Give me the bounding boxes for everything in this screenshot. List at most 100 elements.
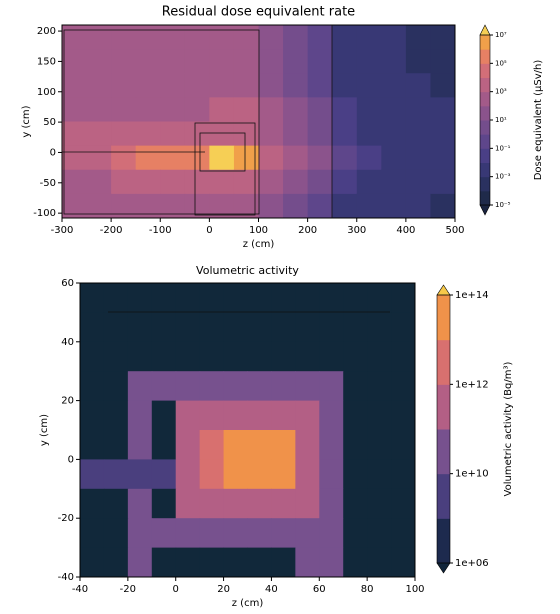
heatmap-cell (111, 73, 137, 98)
x-axis-label: z (cm) (243, 239, 275, 250)
heatmap-cell (258, 49, 284, 74)
heatmap-cell (223, 459, 248, 490)
heatmap-cell (247, 430, 272, 460)
heatmap-cell (80, 488, 105, 519)
heatmap-cell (307, 121, 333, 147)
x-tick-label: -40 (72, 584, 88, 595)
heatmap-cell (199, 459, 225, 490)
heatmap-cell (343, 400, 368, 431)
heatmap-cell (160, 145, 186, 171)
heatmap-cell (247, 283, 272, 313)
heatmap-cell (430, 121, 456, 147)
heatmap-cell (209, 73, 235, 98)
heatmap-cell (319, 283, 344, 313)
heatmap-cell (258, 169, 284, 195)
heatmap-cell (175, 400, 201, 431)
heatmap-cell (199, 518, 225, 549)
heatmap-cell (223, 312, 248, 343)
heatmap-cell (80, 371, 105, 402)
colorbar-extension (436, 284, 451, 296)
heatmap-cell (319, 459, 344, 490)
heatmap-cell (283, 49, 309, 74)
heatmap-cell (103, 430, 129, 460)
heatmap-cell (307, 145, 333, 171)
heatmap-cell (247, 400, 272, 431)
heatmap-cell (135, 49, 161, 74)
heatmap-cell (430, 169, 456, 195)
heatmap-cell (283, 193, 309, 219)
heatmap-cell (332, 97, 358, 122)
heatmap-cell (175, 488, 201, 519)
heatmap-cell (258, 25, 284, 50)
colorbar-band (437, 339, 450, 385)
heatmap-cell (356, 145, 382, 171)
heatmap-cell (405, 145, 431, 171)
heatmap-cell (160, 121, 186, 147)
heatmap-cell (332, 145, 358, 171)
heatmap-cell (391, 371, 416, 402)
heatmap-cell (367, 459, 392, 490)
heatmap-cell (405, 49, 431, 74)
heatmap-cell (175, 341, 201, 372)
heatmap-cell (307, 97, 333, 122)
x-tick-label: 400 (396, 225, 415, 236)
colorbar-tick-label: 10¹ (495, 116, 507, 124)
heatmap-cell (343, 341, 368, 372)
heatmap-cell (430, 97, 456, 122)
y-tick-label: 50 (43, 117, 56, 128)
heatmap-cell (80, 312, 105, 343)
heatmap-cell (356, 25, 382, 50)
heatmap-cell (62, 121, 88, 147)
heatmap-cell (103, 371, 129, 402)
heatmap-cell (332, 121, 358, 147)
heatmap-cell (184, 97, 210, 122)
heatmap-cell (283, 25, 309, 50)
heatmap-cell (271, 547, 296, 578)
heatmap-cell (223, 283, 248, 313)
heatmap-cell (283, 121, 309, 147)
heatmap-cell (405, 121, 431, 147)
heatmap-cell (319, 430, 344, 460)
heatmap-cell (160, 25, 186, 50)
colorbar-band (437, 384, 450, 430)
heatmap-cell (391, 283, 416, 313)
heatmap-cell (367, 312, 392, 343)
heatmap-cell (80, 518, 105, 549)
heatmap-cell (307, 193, 333, 219)
heatmap-cell (405, 73, 431, 98)
heatmap-cell (381, 193, 407, 219)
heatmap-cell (343, 371, 368, 402)
colorbar-tick-label: 10⁷ (495, 31, 507, 39)
heatmap-cell (160, 193, 186, 219)
heatmap-cell (135, 97, 161, 122)
heatmap-cell (184, 49, 210, 74)
heatmap-cell (111, 145, 137, 171)
heatmap-cell (184, 73, 210, 98)
heatmap-cell (271, 312, 296, 343)
heatmap-cell (223, 430, 248, 460)
y-tick-label: 0 (50, 147, 56, 158)
heatmap-cell (258, 73, 284, 98)
heatmap-cell (405, 97, 431, 122)
heatmap-cell (111, 97, 137, 122)
heatmap-cell (367, 341, 392, 372)
heatmap-cell (135, 169, 161, 195)
heatmap-cell (160, 49, 186, 74)
x-tick-label: -20 (120, 584, 136, 595)
heatmap-cell (151, 312, 177, 343)
heatmap-cell (295, 312, 320, 343)
heatmap-cell (86, 97, 112, 122)
heatmap-cell (209, 145, 235, 171)
heatmap-cell (307, 73, 333, 98)
heatmap-cell (295, 430, 320, 460)
heatmap-cell (223, 518, 248, 549)
heatmap-cell (175, 283, 201, 313)
heatmap-cell (307, 25, 333, 50)
heatmap-cell (151, 488, 177, 519)
colorbar-band (480, 148, 490, 163)
heatmap-cell (62, 169, 88, 195)
heatmap-cell (62, 73, 88, 98)
heatmap-cell (271, 283, 296, 313)
heatmap-cell (160, 97, 186, 122)
heatmap-cell (209, 49, 235, 74)
